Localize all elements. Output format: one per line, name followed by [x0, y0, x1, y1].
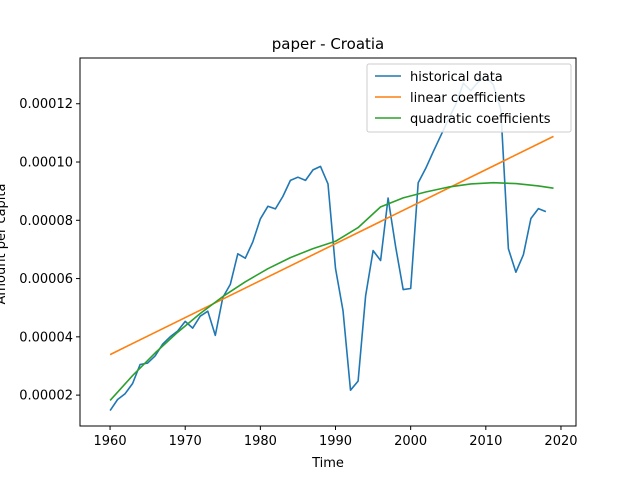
y-tick-label: 0.00012 — [19, 97, 73, 112]
legend-box — [366, 63, 572, 133]
x-tick-label: 2000 — [394, 434, 427, 449]
plot-frame — [79, 57, 577, 427]
series-line-2 — [109, 181, 554, 401]
chart-title: paper - Croatia — [272, 35, 385, 53]
legend-label: quadratic coefficients — [410, 112, 551, 127]
x-tick-label: 1990 — [319, 434, 352, 449]
x-tick-label: 1980 — [244, 434, 277, 449]
legend: historical data linear coefficients quadra… — [366, 63, 572, 133]
y-tick-label: 0.00004 — [19, 330, 73, 345]
x-tick-label: 1970 — [169, 434, 202, 449]
x-tick-label: 2010 — [469, 434, 502, 449]
x-tick-label: 2020 — [544, 434, 577, 449]
y-tick-label: 0.00006 — [19, 272, 73, 287]
legend-label: historical data — [410, 70, 503, 85]
x-tick-label: 1960 — [94, 434, 127, 449]
series-line-1 — [109, 135, 554, 356]
legend-label: linear coefficients — [410, 91, 526, 106]
y-tick-label: 0.00002 — [19, 389, 73, 404]
y-tick-label: 0.00008 — [19, 214, 73, 229]
y-axis-ticks: 0.00002 0.00004 0.00006 0.00008 0.00010 0.000… — [19, 97, 80, 404]
x-axis-ticks: 1960 1970 1980 1990 2000 2010 2020 — [94, 426, 578, 449]
y-tick-label: 0.00010 — [19, 156, 73, 171]
y-axis-label: Amount per capita — [0, 184, 9, 305]
x-axis-label: Time — [311, 456, 344, 471]
